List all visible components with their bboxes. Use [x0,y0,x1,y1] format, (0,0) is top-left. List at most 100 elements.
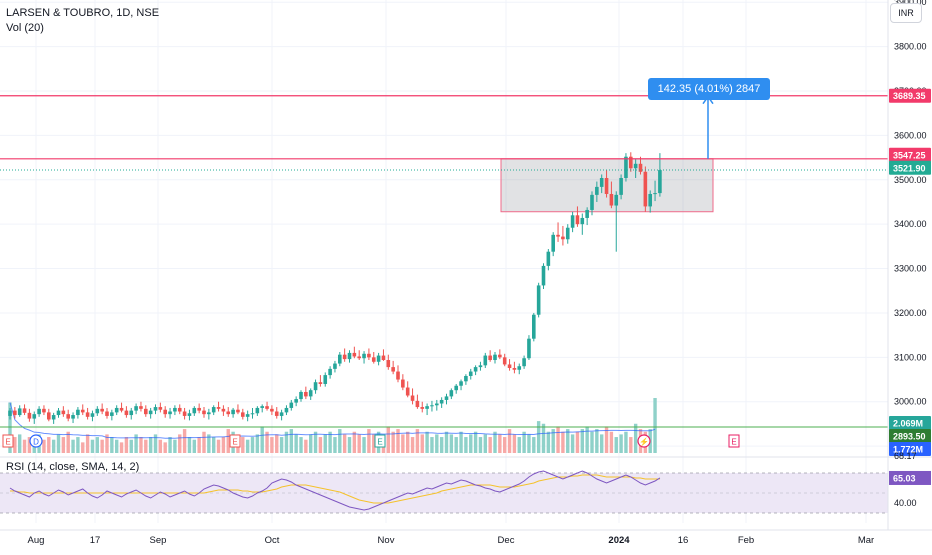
volume-bar [609,431,614,453]
volume-bar [284,431,289,453]
candle-body [338,354,342,364]
x-tick-label: Mar [858,535,874,546]
event-marker-icon: E [728,434,740,448]
volume-bar [178,434,182,453]
x-tick-label: 17 [90,535,101,546]
volume-bar [473,431,478,453]
candle-body [658,170,662,194]
candle-body [619,178,623,195]
candle-body [71,415,75,419]
volume-bar [566,429,570,453]
candle-body [449,390,454,397]
y-tick-label: 3200.00 [894,308,927,318]
candle-body [614,194,619,206]
candle-body [342,354,347,360]
event-marker-glyph: ⚡ [639,437,649,447]
candle-body [386,360,391,368]
volume-bar [182,429,187,453]
volume-bar [105,434,109,453]
volume-bar [144,439,148,453]
candle-body [405,387,410,396]
volume-bar [527,434,531,453]
volume-bar [139,437,143,453]
candle-body [638,163,643,172]
candle-body [527,338,531,359]
event-marker-glyph: E [232,438,237,447]
candle-body [47,412,51,420]
candle-body [648,193,652,207]
event-marker-circle [29,434,43,448]
volume-bar [76,437,80,453]
candle-body [599,178,604,187]
candle-body [643,171,648,207]
candle-body [590,194,594,210]
candle-body [556,234,560,237]
candle-body [308,390,313,397]
volume-bar [546,431,551,453]
event-marker-glyph: E [5,438,10,447]
volume-bar [386,426,390,453]
volume-bar [362,437,366,453]
volume-bar [318,437,323,453]
currency-badge[interactable]: INR [890,3,922,23]
y-tick-label: 3000.00 [894,397,927,407]
rsi-layer: RSI (14, close, SMA, 14, 2) [0,461,888,514]
candle-body [76,409,80,416]
volume-bar [347,437,352,453]
candle-body [459,381,463,386]
volume-bar [556,426,560,453]
rsi-y-tick-label: 40.00 [894,498,917,508]
candle-body [381,355,386,361]
volume-bar [629,437,633,453]
volume-bar [372,434,376,453]
event-marker-icon: ⚡ [637,434,651,448]
volume-bar [279,437,284,453]
volume-bar [333,437,337,453]
volume-bar [163,442,167,453]
price-badge-resistance-lower: 3547.25 [893,150,926,160]
candle-body [609,193,614,206]
volume-bar [81,442,85,453]
candle-body [139,406,143,409]
volume-bar [187,437,192,453]
labels-layer: E D E E ⚡ E 3689.35 3547.25 3521.90 2.069M 2893.50… [2,88,931,485]
candle-body [624,156,628,179]
volume-indicator-label: Vol (20) [6,22,44,34]
candle-body [134,406,138,411]
candle-body [541,265,546,286]
volume-bar [575,431,580,453]
volume-bar [270,437,274,453]
candle-body [473,367,478,372]
candle-body [585,209,589,218]
volume-bar [294,434,298,453]
candle-body [260,406,264,408]
volume-bar [469,434,473,453]
candle-body [488,355,492,361]
x-tick-label: 2024 [608,535,630,546]
candle-body [629,156,633,169]
volume-bar [95,437,99,453]
candle-body [100,408,104,412]
candle-body [274,411,279,416]
price-badge-floor-bg [889,429,931,443]
volume-bar [561,431,565,453]
candle-body [439,399,444,404]
y-tick-label: 3100.00 [894,352,927,362]
candle-body [570,215,575,228]
price-badge-volume-ma-bg [889,442,931,456]
volume-bar [595,429,599,453]
candle-body [110,412,114,416]
candle-body [493,354,497,361]
volume-bar [464,437,468,453]
event-marker-box [374,434,386,448]
volume-bar [197,437,201,453]
volume-ma-line [9,402,656,439]
volume-bar [250,437,255,453]
candle-body [464,375,468,382]
candle-body [653,193,657,195]
candle-body [192,407,197,414]
volume-bar [158,439,163,453]
volume-bar [619,434,623,453]
